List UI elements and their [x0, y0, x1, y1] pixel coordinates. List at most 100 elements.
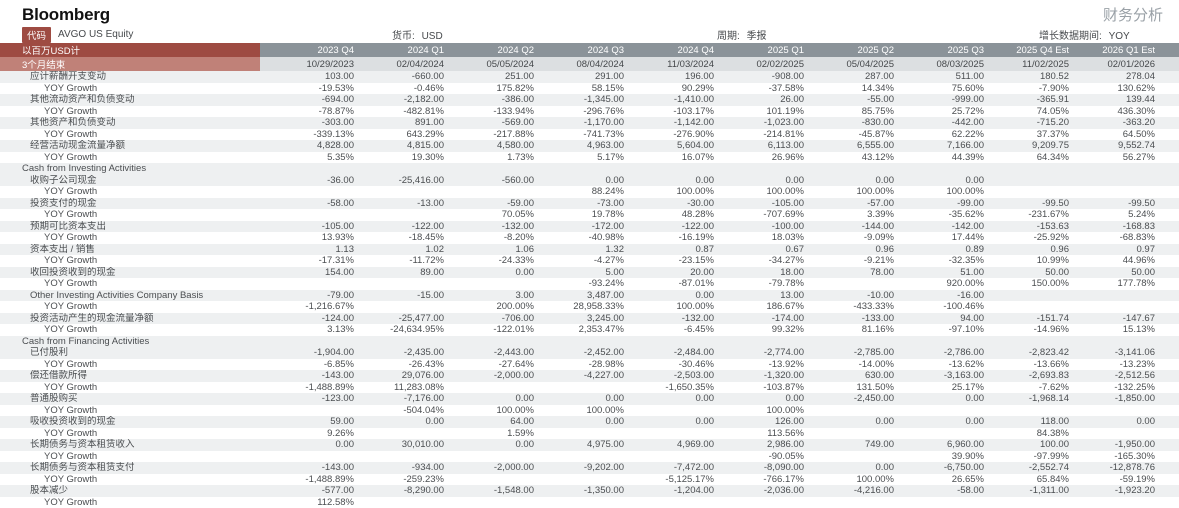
- cell-value: 7,166.00: [898, 140, 988, 152]
- growth-parameter: 增长数据期间: YOY: [1039, 27, 1179, 42]
- date-header: 11/02/2025: [988, 57, 1073, 71]
- cell-value: -103.17%: [628, 106, 718, 118]
- currency-value[interactable]: USD: [422, 31, 443, 42]
- cell-value: -17.31%: [260, 255, 358, 267]
- cell-value: -79.00: [260, 290, 358, 302]
- cell-value: -1,345.00: [538, 94, 628, 106]
- cell-value: -365.91: [988, 94, 1073, 106]
- cell-value: 74.05%: [988, 106, 1073, 118]
- cell-value: 0.00: [448, 267, 538, 279]
- cell-value: 37.37%: [988, 129, 1073, 141]
- cell-value: 4,963.00: [538, 140, 628, 152]
- row-label: 资本支出 / 销售: [0, 244, 260, 256]
- cell-value: -132.00: [448, 221, 538, 233]
- cell-value: 278.04: [1073, 71, 1179, 83]
- cell-value: [1073, 290, 1179, 302]
- cell-value: 3,245.00: [538, 313, 628, 325]
- code-parameter: 代码 AVGO US Equity: [22, 27, 392, 43]
- cell-value: [808, 497, 898, 508]
- cell-value: -58.00: [260, 198, 358, 210]
- cell-value: 30,010.00: [358, 439, 448, 451]
- row-label: 收回投资收到的现金: [0, 267, 260, 279]
- table-row: Other Investing Activities Company Basis…: [0, 290, 1179, 302]
- row-label: 吸收投资收到的现金: [0, 416, 260, 428]
- cell-value: -1,023.00: [718, 117, 808, 129]
- cell-value: -2,452.00: [538, 347, 628, 359]
- code-value[interactable]: AVGO US Equity: [58, 29, 133, 40]
- cell-value: -577.00: [260, 485, 358, 497]
- cell-value: 16.07%: [628, 152, 718, 164]
- cell-value: 5.17%: [538, 152, 628, 164]
- date-header: 05/05/2024: [448, 57, 538, 71]
- cell-value: -122.00: [628, 221, 718, 233]
- table-row: YOY Growth-339.13%643.29%-217.88%-741.73…: [0, 129, 1179, 141]
- section-header-row: Cash from Investing Activities: [0, 163, 1179, 175]
- cell-value: -569.00: [448, 117, 538, 129]
- parameter-bar: 代码 AVGO US Equity 货币: USD 周期: 季报 增长数据期间:…: [0, 26, 1179, 43]
- cell-value: 89.00: [358, 267, 448, 279]
- quarter-header: 2024 Q4: [628, 43, 718, 57]
- cell-value: -2,823.42: [988, 347, 1073, 359]
- cell-value: 0.00: [1073, 416, 1179, 428]
- cell-value: 0.00: [898, 175, 988, 187]
- cell-value: [988, 175, 1073, 187]
- cell-value: -2,774.00: [718, 347, 808, 359]
- cell-value: -132.00: [628, 313, 718, 325]
- cell-value: -2,000.00: [448, 370, 538, 382]
- cell-value: 15.13%: [1073, 324, 1179, 336]
- cell-value: 100.00%: [448, 405, 538, 417]
- cell-value: -13.23%: [1073, 359, 1179, 371]
- cell-value: [808, 451, 898, 463]
- quarter-header: 2023 Q4: [260, 43, 358, 57]
- table-row: 其他流动资产和负债变动-694.00-2,182.00-386.00-1,345…: [0, 94, 1179, 106]
- growth-period-value[interactable]: YOY: [1109, 31, 1130, 42]
- cell-value: -766.17%: [718, 474, 808, 486]
- cell-value: -144.00: [808, 221, 898, 233]
- cell-value: -58.00: [898, 485, 988, 497]
- cell-value: -87.01%: [628, 278, 718, 290]
- cell-value: 2,986.00: [718, 439, 808, 451]
- period-value[interactable]: 季报: [747, 31, 767, 42]
- table-row: YOY Growth-93.24%-87.01%-79.78%920.00%15…: [0, 278, 1179, 290]
- cell-value: 100.00%: [718, 405, 808, 417]
- cell-value: [1073, 497, 1179, 508]
- cell-value: -214.81%: [718, 129, 808, 141]
- cell-value: -68.83%: [1073, 232, 1179, 244]
- cell-value: 100.00%: [538, 405, 628, 417]
- cell-value: [538, 428, 628, 440]
- table-row: YOY Growth-1,488.89%-259.23%-5,125.17%-7…: [0, 474, 1179, 486]
- cell-value: 0.00: [628, 416, 718, 428]
- row-label: 已付股利: [0, 347, 260, 359]
- cell-value: [538, 451, 628, 463]
- cell-value: -24.33%: [448, 255, 538, 267]
- cell-value: 1.13: [260, 244, 358, 256]
- cell-value: 20.00: [628, 267, 718, 279]
- cell-value: -217.88%: [448, 129, 538, 141]
- cell-value: -504.04%: [358, 405, 448, 417]
- cell-value: -13.92%: [718, 359, 808, 371]
- cell-value: 25.72%: [898, 106, 988, 118]
- cell-value: -35.62%: [898, 209, 988, 221]
- growth-period-label: 增长数据期间:: [1039, 31, 1102, 42]
- cell-value: [988, 290, 1073, 302]
- cell-value: -2,443.00: [448, 347, 538, 359]
- cell-value: 891.00: [358, 117, 448, 129]
- period-parameter: 周期: 季报: [717, 27, 1039, 42]
- cell-value: 11,283.08%: [358, 382, 448, 394]
- cell-value: 4,828.00: [260, 140, 358, 152]
- cell-value: -142.00: [898, 221, 988, 233]
- cell-value: -1,488.89%: [260, 474, 358, 486]
- top-bar: Bloomberg 财务分析: [0, 0, 1179, 26]
- row-label: YOY Growth: [0, 497, 260, 508]
- cell-value: -6,750.00: [898, 462, 988, 474]
- cell-value: -55.00: [808, 94, 898, 106]
- row-label: YOY Growth: [0, 232, 260, 244]
- row-label: Other Investing Activities Company Basis: [0, 290, 260, 302]
- cell-value: [1073, 186, 1179, 198]
- cell-value: -93.24%: [538, 278, 628, 290]
- cell-value: 103.00: [260, 71, 358, 83]
- cell-value: 0.00: [628, 393, 718, 405]
- page-title: 财务分析: [1103, 4, 1163, 25]
- table-row: 投资支付的现金-58.00-13.00-59.00-73.00-30.00-10…: [0, 198, 1179, 210]
